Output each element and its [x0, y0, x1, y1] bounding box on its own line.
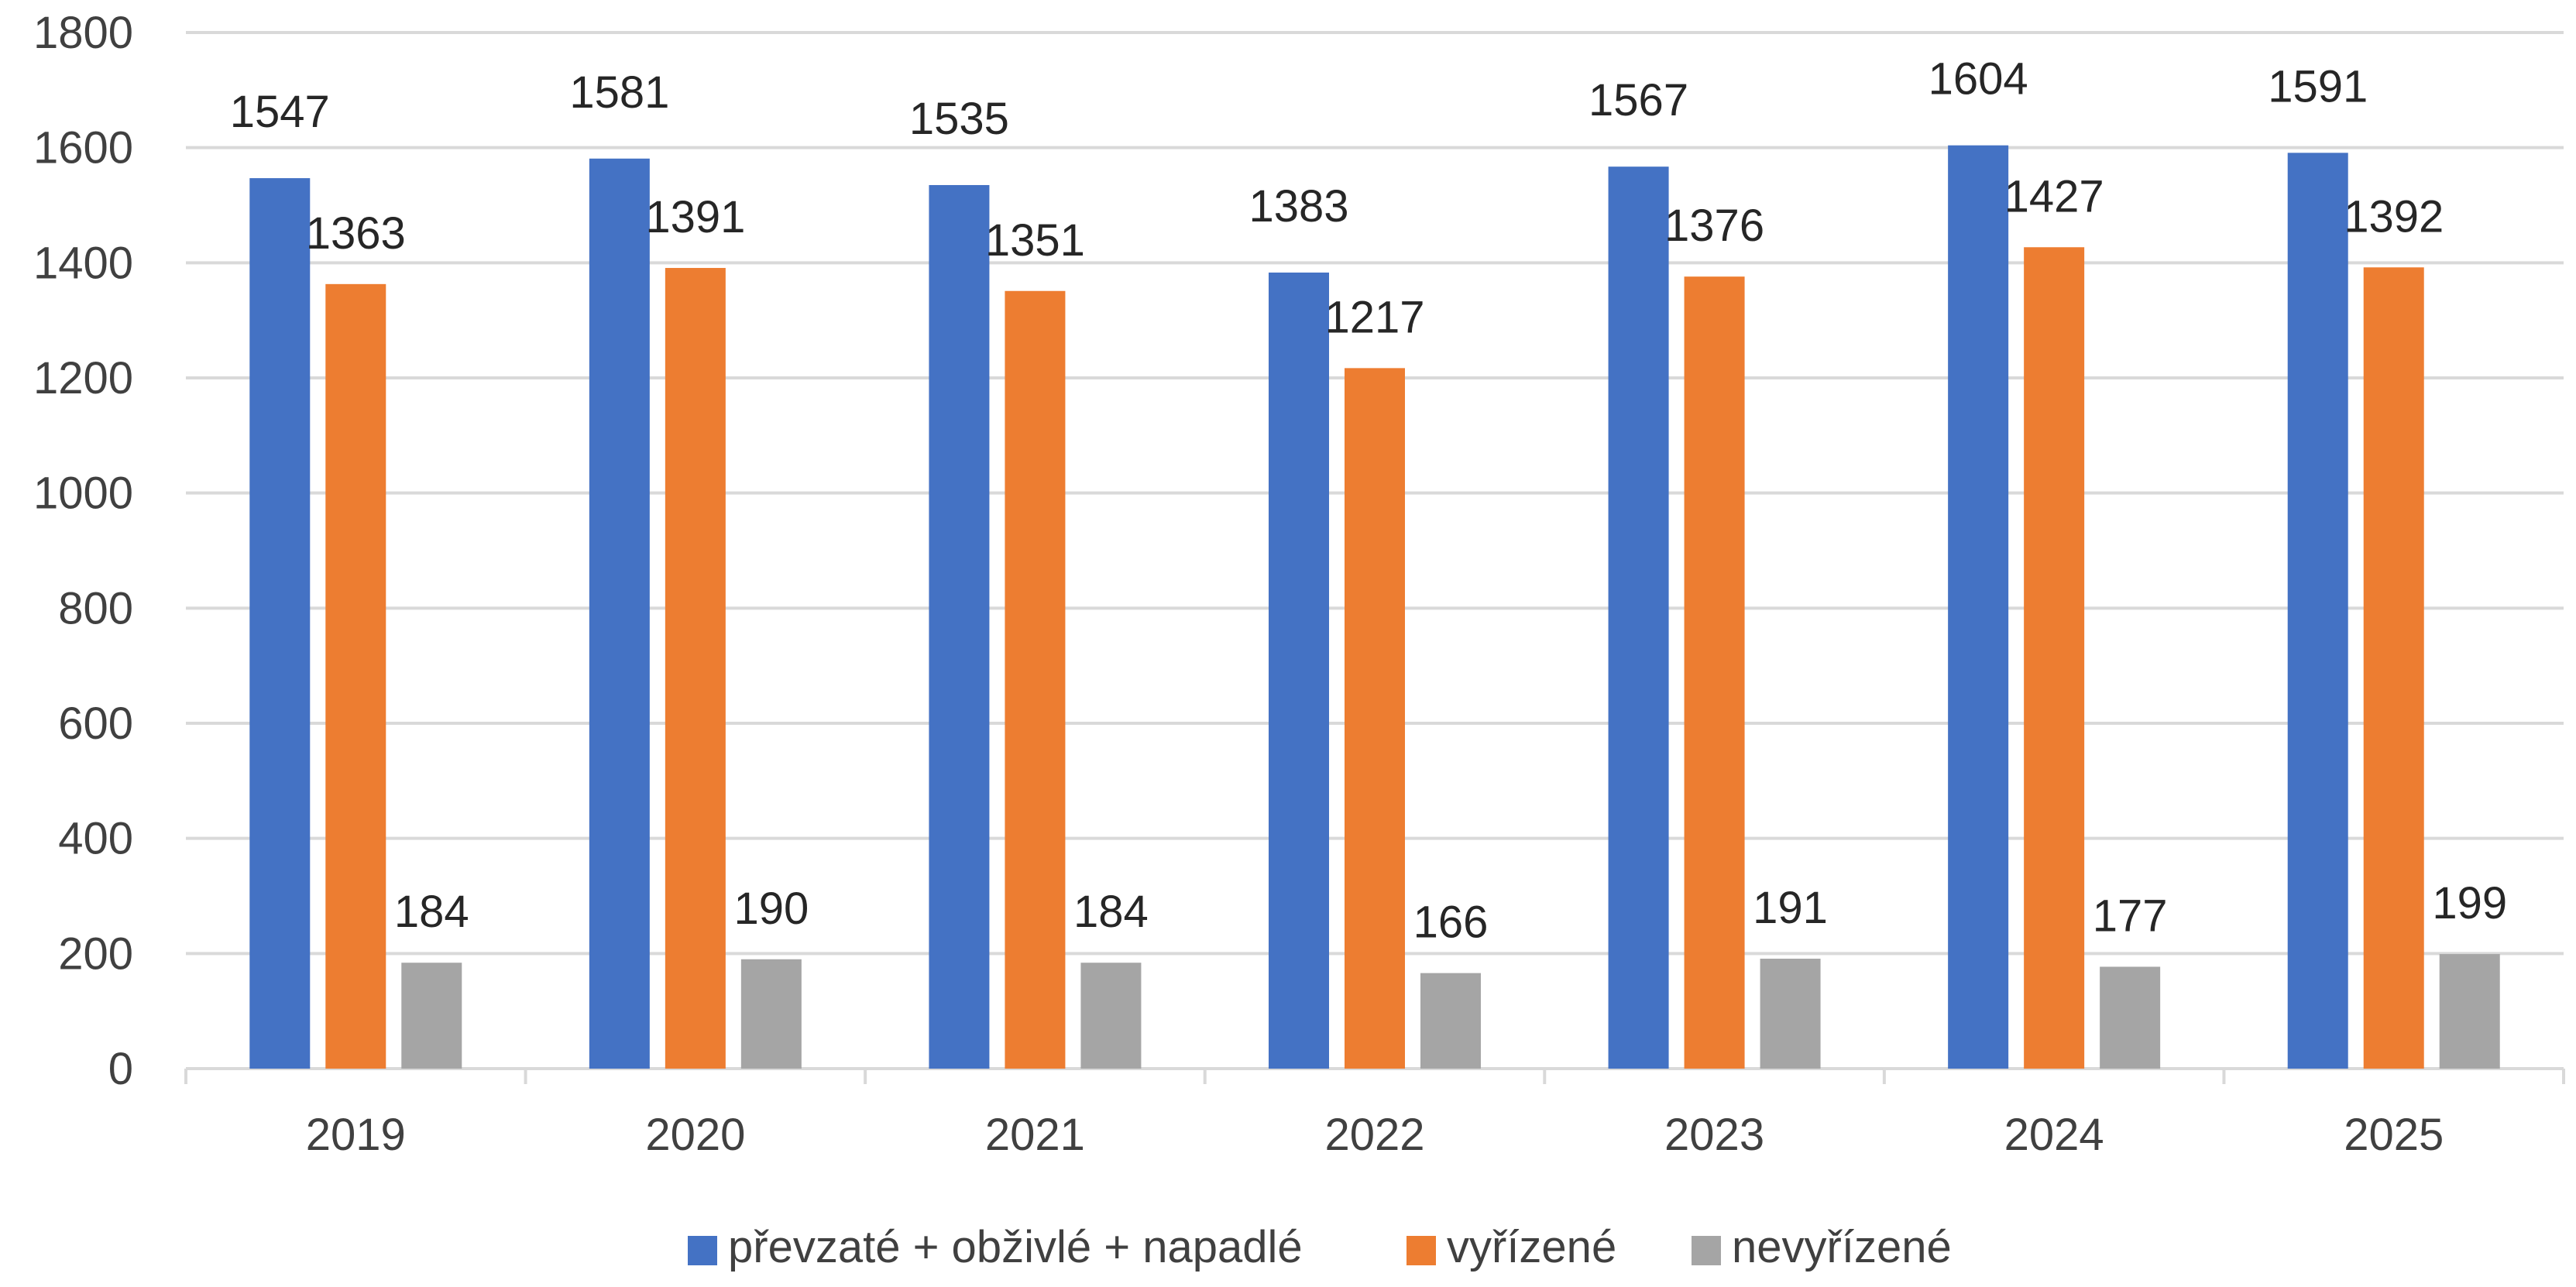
legend-swatch: [688, 1236, 717, 1265]
y-tick-label: 1400: [33, 238, 133, 288]
x-tick-label: 2025: [2344, 1110, 2444, 1160]
bar-nevyrizene: [740, 959, 802, 1069]
x-tick-label: 2019: [306, 1110, 406, 1160]
data-label: 190: [733, 884, 809, 934]
bar-vyrizene: [2024, 247, 2085, 1069]
data-label: 1591: [2268, 61, 2368, 112]
bar-vyrizene: [2363, 267, 2424, 1069]
legend-swatch: [1406, 1236, 1436, 1265]
x-tick-label: 2023: [1664, 1110, 1764, 1160]
bar-nevyrizene: [2100, 966, 2161, 1069]
bar-nevyrizene: [1080, 963, 1142, 1069]
bar-prevzate: [1608, 166, 1669, 1069]
x-tick-label: 2024: [2004, 1110, 2104, 1160]
bar-prevzate: [1948, 145, 2009, 1069]
x-tick-label: 2022: [1324, 1110, 1424, 1160]
x-tick-label: 2021: [985, 1110, 1085, 1160]
bar-vyrizene: [1345, 368, 1405, 1069]
data-label: 1383: [1249, 181, 1348, 232]
data-label: 177: [2093, 891, 2168, 941]
y-tick-label: 1800: [33, 8, 133, 58]
data-label: 1392: [2344, 191, 2444, 242]
data-label: 166: [1413, 897, 1489, 948]
bar-vyrizene: [1684, 276, 1745, 1069]
y-tick-label: 800: [58, 583, 133, 633]
legend-label: převzaté + obživlé + napadlé: [728, 1222, 1303, 1272]
y-tick-label: 1600: [33, 123, 133, 173]
data-label: 1581: [569, 67, 669, 118]
data-label: 1376: [1664, 201, 1764, 251]
data-label: 199: [2432, 878, 2507, 928]
bar-vyrizene: [325, 283, 386, 1069]
bar-nevyrizene: [1420, 973, 1481, 1069]
data-label: 1604: [1929, 54, 2028, 105]
bar-prevzate: [2287, 153, 2348, 1069]
legend-label: vyřízené: [1447, 1222, 1616, 1272]
data-label: 1427: [2004, 171, 2104, 221]
bar-nevyrizene: [2439, 954, 2500, 1069]
data-label: 1547: [230, 87, 330, 137]
bar-vyrizene: [665, 268, 726, 1069]
x-axis: [184, 1067, 2565, 1084]
legend-swatch: [1692, 1236, 1721, 1265]
data-label: 1217: [1324, 292, 1424, 342]
y-tick-label: 0: [108, 1044, 133, 1094]
y-tick-label: 200: [58, 928, 133, 979]
bar-prevzate: [1269, 272, 1329, 1069]
legend-label: nevyřízené: [1732, 1222, 1952, 1272]
y-tick-label: 400: [58, 814, 133, 864]
bars: [249, 145, 2500, 1069]
y-axis-tick-labels: 0 200 400 600 800 1000 1200 1400 1600 1800: [33, 8, 133, 1094]
data-label: 184: [1073, 887, 1149, 937]
bar-prevzate: [589, 158, 650, 1069]
x-axis-tick-labels: 2019 2020 2021 2022 2023 2024 2025: [306, 1110, 2444, 1160]
bar-nevyrizene: [401, 963, 462, 1069]
x-tick-label: 2020: [645, 1110, 745, 1160]
bar-prevzate: [249, 178, 311, 1069]
data-labels: 1547 1363 184 1581 1391 190 1535 1351 184 1383 121…: [230, 54, 2507, 948]
data-label: 1351: [985, 215, 1085, 266]
data-label: 1567: [1589, 75, 1688, 125]
data-label: 1391: [645, 192, 745, 242]
y-tick-label: 600: [58, 698, 133, 749]
data-label: 184: [394, 887, 469, 937]
legend: převzaté + obživlé + napadlé vyřízené nevy…: [688, 1222, 1952, 1272]
bar-prevzate: [929, 184, 990, 1069]
y-tick-label: 1000: [33, 468, 133, 519]
data-label: 1535: [909, 94, 1009, 144]
data-label: 1363: [306, 208, 406, 259]
bar-nevyrizene: [1760, 959, 1821, 1069]
y-tick-label: 1200: [33, 353, 133, 403]
bar-vyrizene: [1005, 290, 1066, 1069]
data-label: 191: [1753, 883, 1828, 933]
